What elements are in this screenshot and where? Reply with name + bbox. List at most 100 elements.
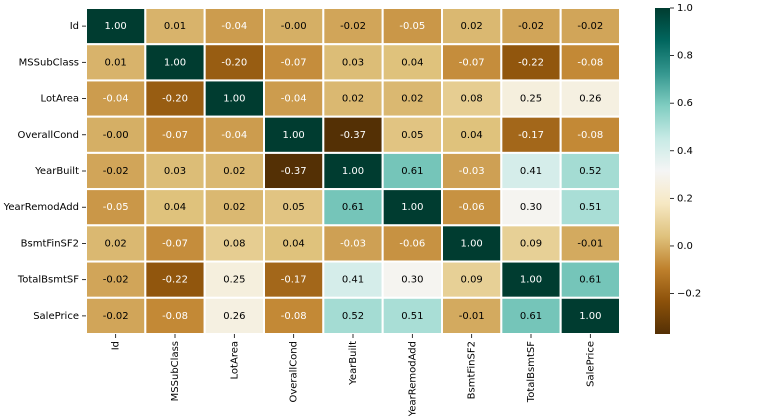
cell-label: 0.61 <box>520 311 542 322</box>
heatmap-cell <box>144 79 206 118</box>
heatmap-cell <box>85 151 147 191</box>
cell-label: 1.00 <box>342 166 364 177</box>
heatmap-cell <box>322 260 384 299</box>
cell-label: 0.04 <box>401 57 423 68</box>
cell-label: 0.51 <box>401 311 423 322</box>
y-tick-label: BsmtFinSF2 <box>21 238 79 249</box>
cell-label: 0.41 <box>342 275 364 286</box>
heatmap-cell <box>322 188 384 227</box>
cell-label: 0.05 <box>401 130 423 141</box>
cell-label: -0.08 <box>162 311 188 322</box>
cell-label: 0.02 <box>105 238 127 249</box>
cell-label: -0.07 <box>459 57 485 68</box>
heatmap-cell <box>559 79 622 118</box>
heatmap-cell <box>559 115 622 154</box>
heatmap-cell <box>441 43 503 82</box>
cell-label: 0.02 <box>342 94 364 105</box>
cell-label: -0.20 <box>221 57 247 68</box>
cell-label: -0.02 <box>340 21 366 32</box>
cell-label: 0.01 <box>164 21 186 32</box>
heatmap-cell <box>322 296 384 335</box>
cell-label: 0.02 <box>223 166 245 177</box>
colorbar-tick-label: 1.0 <box>677 3 693 14</box>
heatmap-cell <box>441 224 503 263</box>
y-tick-label: MSSubClass <box>19 57 79 68</box>
cell-label: -0.06 <box>459 202 485 213</box>
y-tick-label: LotArea <box>41 94 79 105</box>
cell-label: 1.00 <box>461 238 483 249</box>
cell-label: -0.04 <box>221 130 247 141</box>
y-tick-label: YearRemodAdd <box>3 202 79 213</box>
heatmap-cell <box>85 296 147 335</box>
heatmap-cell <box>85 188 147 227</box>
cell-label: 0.08 <box>223 238 245 249</box>
cell-label: -0.06 <box>399 238 425 249</box>
x-tick-label: BsmtFinSF2 <box>467 341 478 399</box>
cell-label: -0.08 <box>281 311 307 322</box>
cell-label: -0.03 <box>340 238 366 249</box>
cell-label: 0.03 <box>164 166 186 177</box>
cell-label: -0.22 <box>518 57 544 68</box>
cell-label: -0.07 <box>281 57 307 68</box>
cell-label: 0.02 <box>401 94 423 105</box>
cell-label: 1.00 <box>520 275 542 286</box>
heatmap-cell <box>144 115 206 154</box>
heatmap-cell <box>322 79 384 118</box>
heatmap-cell <box>85 79 147 118</box>
colorbar-tick-label: 0.4 <box>677 146 693 157</box>
cell-label: 0.26 <box>579 94 601 105</box>
x-tick-label: YearRemodAdd <box>407 341 418 416</box>
cell-label: 1.00 <box>401 202 423 213</box>
cell-label: 0.25 <box>520 94 542 105</box>
cell-label: -0.02 <box>103 166 129 177</box>
heatmap-cell <box>203 43 266 82</box>
x-tick-label: OverallCond <box>289 341 300 403</box>
heatmap-cell <box>85 260 147 299</box>
colorbar-tick-label: 0.8 <box>677 51 693 62</box>
y-tick-label: YearBuilt <box>34 166 79 177</box>
cell-label: -0.05 <box>399 21 425 32</box>
cell-label: -0.07 <box>162 130 188 141</box>
cell-label: -0.37 <box>340 130 366 141</box>
x-tick-label: Id <box>111 341 122 350</box>
cell-label: -0.37 <box>281 166 307 177</box>
cell-label: -0.01 <box>459 311 485 322</box>
colorbar-tick-label: 0.0 <box>677 241 693 252</box>
cell-label: -0.02 <box>577 21 603 32</box>
cell-label: 0.05 <box>283 202 305 213</box>
heatmap-cell <box>263 79 325 118</box>
cell-label: 0.61 <box>579 275 601 286</box>
cell-label: 0.09 <box>461 275 483 286</box>
heatmap-cell <box>263 260 325 299</box>
cell-label: 0.52 <box>342 311 364 322</box>
cell-label: 0.03 <box>342 57 364 68</box>
cell-label: -0.01 <box>577 238 603 249</box>
cell-label: 0.30 <box>520 202 542 213</box>
heatmap-cell <box>322 224 384 263</box>
cell-label: 0.02 <box>461 21 483 32</box>
heatmap-cell <box>500 7 562 46</box>
cell-label: -0.04 <box>103 94 129 105</box>
cell-label: 0.09 <box>520 238 542 249</box>
cell-label: 0.41 <box>520 166 542 177</box>
heatmap-cell <box>559 296 622 335</box>
cell-label: -0.22 <box>162 275 188 286</box>
cell-label: 0.01 <box>105 57 127 68</box>
colorbar-tick-label: 0.6 <box>677 98 693 109</box>
cell-label: 0.26 <box>223 311 245 322</box>
heatmap-cell <box>203 296 266 335</box>
y-tick-label: TotalBsmtSF <box>17 275 79 286</box>
cell-label: -0.17 <box>518 130 544 141</box>
cell-label: 0.61 <box>342 202 364 213</box>
y-tick-label: SalePrice <box>33 311 79 322</box>
cell-label: -0.00 <box>103 130 129 141</box>
cell-label: -0.17 <box>281 275 307 286</box>
heatmap-cell <box>144 296 206 335</box>
heatmap-cell <box>381 296 443 335</box>
heatmap-cell <box>322 43 384 82</box>
cell-label: 1.00 <box>105 21 127 32</box>
cell-label: -0.02 <box>103 275 129 286</box>
cell-label: 0.04 <box>283 238 305 249</box>
cell-label: -0.08 <box>577 130 603 141</box>
x-tick-label: YearBuilt <box>348 341 359 386</box>
